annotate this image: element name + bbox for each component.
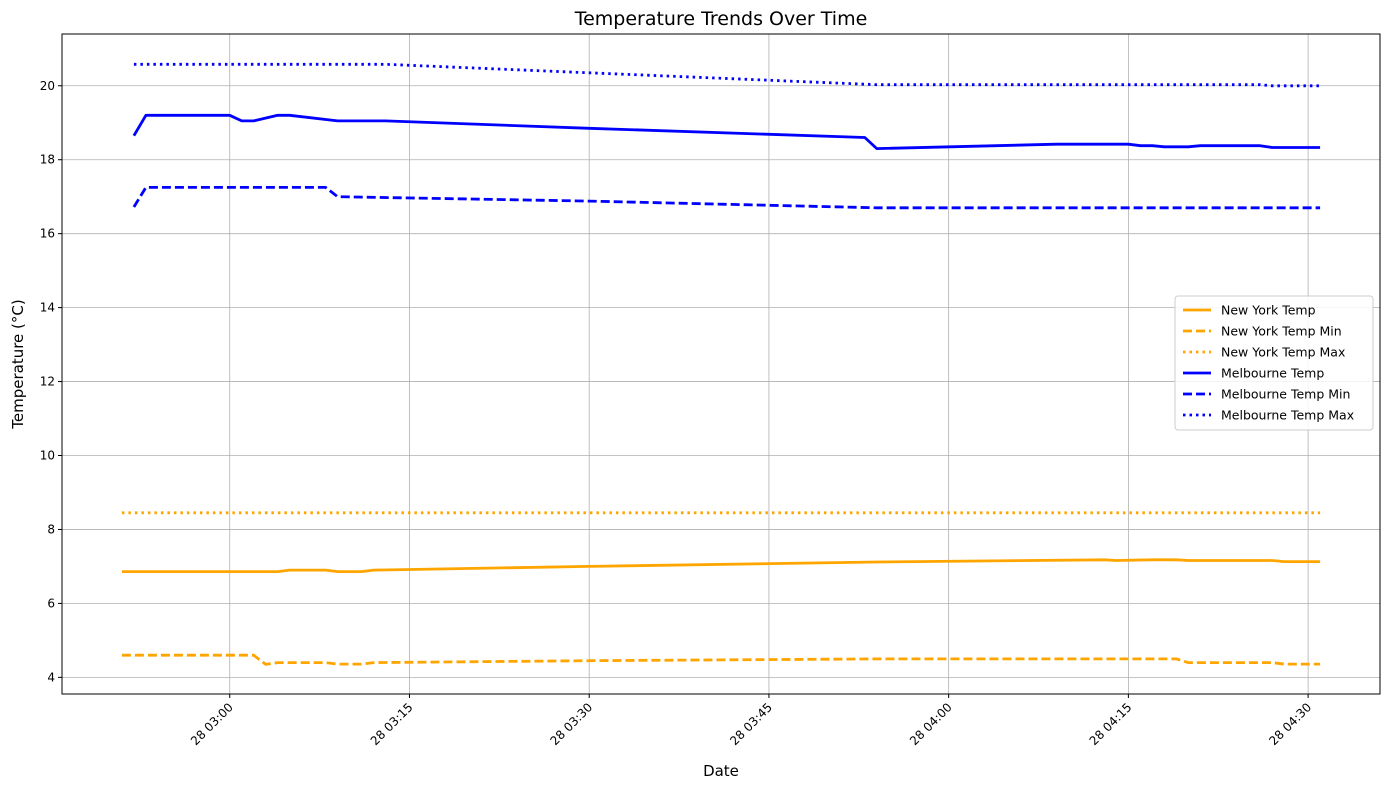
x-tick-label: 28 04:30	[1266, 700, 1314, 748]
legend-entry-label: Melbourne Temp	[1221, 366, 1324, 381]
x-tick-label: 28 03:00	[188, 700, 236, 748]
legend-box	[1174, 295, 1374, 431]
x-tick-label: 28 03:30	[547, 700, 595, 748]
legend-entry-label: Melbourne Temp Max	[1221, 408, 1354, 423]
legend-entry-label: New York Temp	[1221, 303, 1316, 318]
legend-entry-label: New York Temp Min	[1221, 324, 1342, 339]
y-tick-label: 4	[47, 670, 55, 684]
x-axis-label: Date	[703, 762, 739, 780]
y-tick-label: 6	[47, 596, 55, 610]
x-tick-label: 28 03:45	[727, 700, 775, 748]
y-axis-label: Temperature (°C)	[9, 299, 27, 429]
legend-entry-label: Melbourne Temp Min	[1221, 387, 1350, 402]
x-tick-label: 28 03:15	[368, 700, 416, 748]
plot-area	[61, 33, 1381, 695]
series-line-melbourne-temp	[132, 113, 1321, 151]
series-line-new-york-temp	[121, 558, 1321, 573]
y-axis-ticks: 4 6 8 10 12 14 16 18 20	[40, 79, 62, 684]
legend-entry-label: New York Temp Max	[1221, 345, 1345, 360]
series-line-melbourne-temp-min	[132, 185, 1321, 210]
y-tick-label: 10	[40, 449, 55, 463]
y-tick-label: 20	[40, 79, 55, 93]
chart-title: Temperature Trends Over Time	[574, 8, 868, 30]
y-tick-label: 18	[40, 153, 55, 167]
series-line-melbourne-temp-max	[133, 62, 1321, 88]
series-line-new-york-temp-min	[121, 653, 1321, 666]
y-tick-label: 8	[47, 522, 55, 536]
series-lines	[121, 62, 1321, 666]
legend: New York Temp New York Temp Min New York T…	[1174, 295, 1374, 431]
y-tick-label: 16	[40, 227, 55, 241]
y-tick-label: 12	[40, 375, 55, 389]
x-tick-label: 28 04:00	[907, 700, 955, 748]
x-tick-label: 28 04:15	[1087, 700, 1135, 748]
x-axis-ticks: 28 03:00 28 03:15 28 03:30 28 03:45 28 04:00…	[188, 694, 1314, 748]
y-tick-label: 14	[40, 301, 55, 315]
